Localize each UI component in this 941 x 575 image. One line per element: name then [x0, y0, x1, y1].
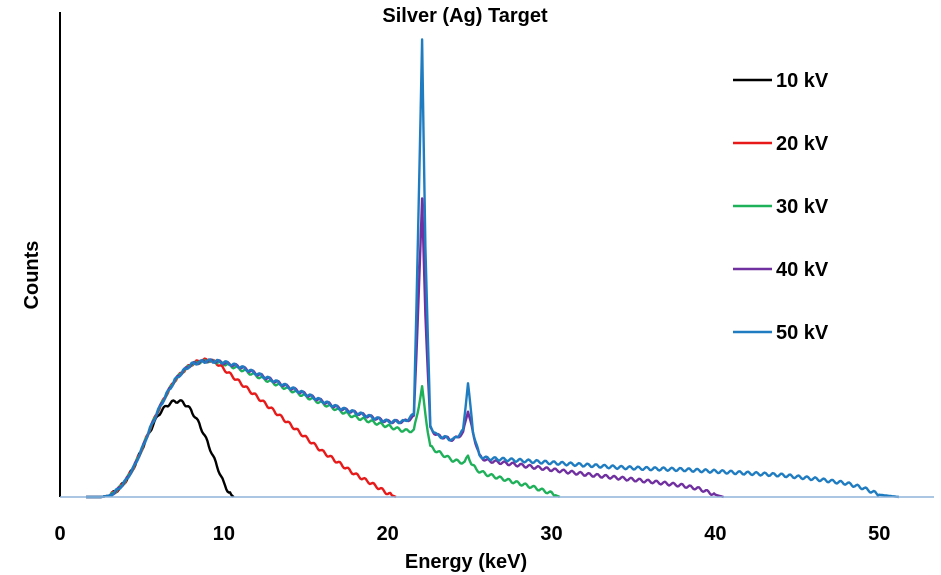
y-axis-title: Counts: [21, 241, 43, 310]
legend: 10 kV 20 kV 30 kV 40 kV 50 kV: [733, 70, 829, 344]
legend-label: 20 kV: [776, 133, 829, 155]
x-tick-labels: 0 10 20 30 40 50: [54, 523, 890, 545]
x-tick-label: 50: [868, 523, 890, 545]
series-line-10-kv: [86, 399, 235, 499]
series-layer: [86, 38, 900, 499]
series-line-40-kv: [86, 197, 724, 499]
chart-title: Silver (Ag) Target: [382, 5, 548, 27]
x-tick-label: 30: [540, 523, 562, 545]
series-line-30-kv: [86, 358, 561, 499]
series-line-50-kv: [86, 38, 900, 499]
axes-layer: [59, 12, 934, 498]
legend-label: 50 kV: [776, 322, 829, 344]
x-tick-label: 0: [54, 523, 65, 545]
x-tick-label: 10: [213, 523, 235, 545]
legend-label: 40 kV: [776, 259, 829, 281]
legend-label: 10 kV: [776, 70, 829, 92]
legend-label: 30 kV: [776, 196, 829, 218]
x-tick-label: 20: [377, 523, 399, 545]
x-tick-label: 40: [704, 523, 726, 545]
series-line-20-kv: [86, 357, 397, 499]
x-axis-title: Energy (keV): [405, 551, 527, 573]
